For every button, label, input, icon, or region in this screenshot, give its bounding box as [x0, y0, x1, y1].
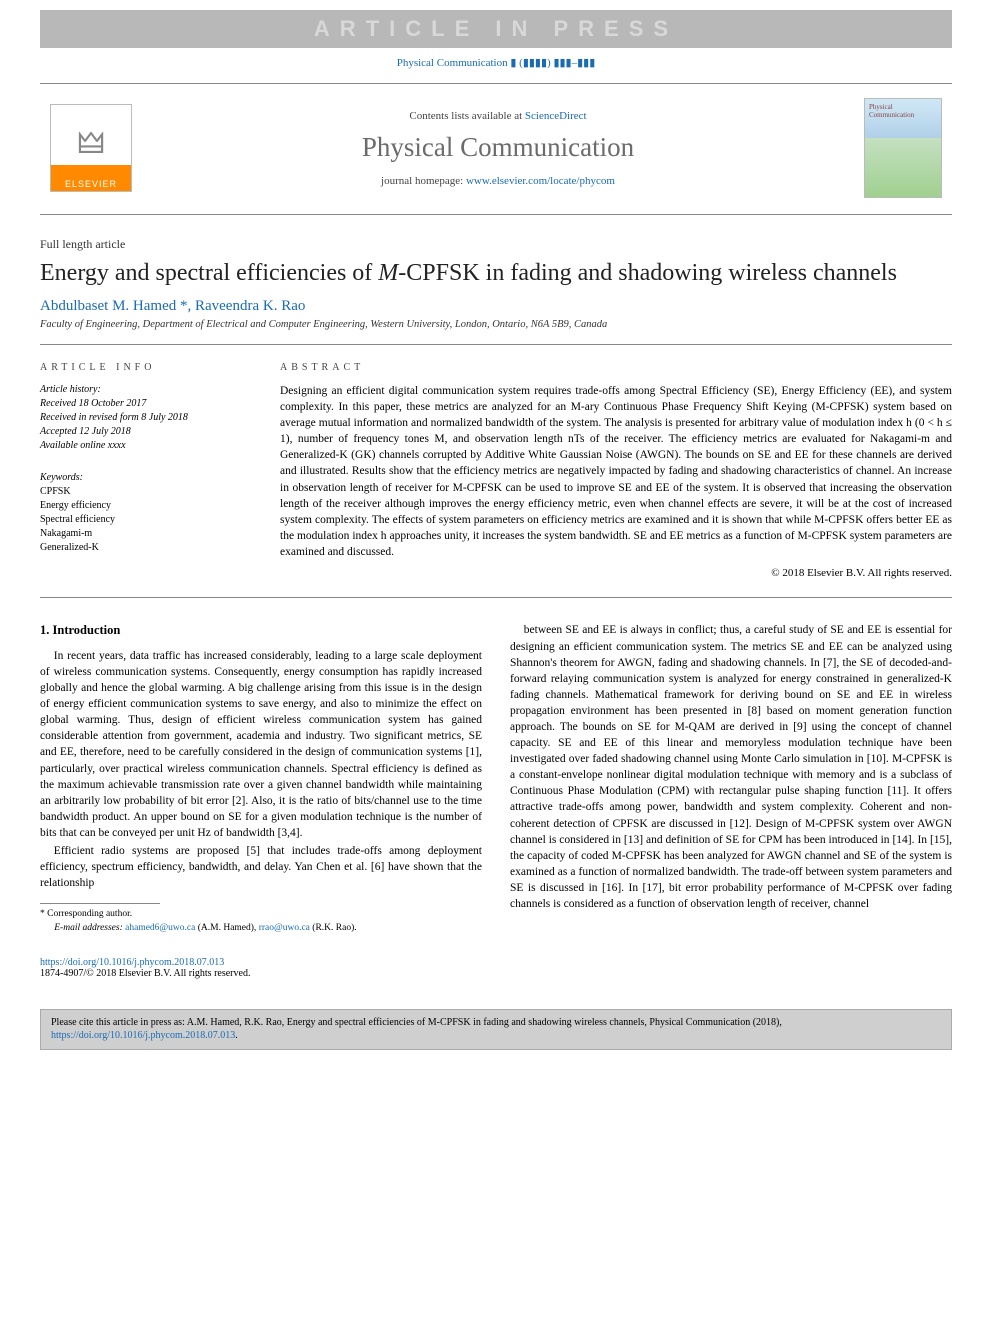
elsevier-logo: 🜲 ELSEVIER [50, 104, 132, 192]
corresponding-author: * Corresponding author. [40, 908, 482, 921]
keyword-2: Energy efficiency [40, 499, 240, 513]
accepted-date: Accepted 12 July 2018 [40, 425, 240, 439]
intro-p3: between SE and EE is always in conflict;… [510, 622, 952, 912]
author-separator: *, [176, 298, 195, 314]
history-block: Article history: Received 18 October 201… [40, 383, 240, 453]
abstract-body: Designing an efficient digital communica… [280, 383, 952, 560]
abstract-copyright: © 2018 Elsevier B.V. All rights reserved… [280, 566, 952, 581]
journal-name: Physical Communication [150, 132, 846, 163]
email-2-person: (R.K. Rao). [310, 923, 357, 933]
citation-box: Please cite this article in press as: A.… [40, 1009, 952, 1050]
keyword-5: Generalized-K [40, 541, 240, 555]
copyright-line: 1874-4907/© 2018 Elsevier B.V. All right… [40, 968, 952, 979]
keyword-4: Nakagami-m [40, 527, 240, 541]
contents-prefix: Contents lists available at [409, 110, 524, 122]
elsevier-tree-icon: 🜲 [77, 110, 104, 171]
keyword-3: Spectral efficiency [40, 513, 240, 527]
email-1-person: (A.M. Hamed), [195, 923, 258, 933]
homepage-prefix: journal homepage: [381, 175, 466, 187]
authors: Abdulbaset M. Hamed *, Raveendra K. Rao [40, 298, 952, 315]
intro-p1: In recent years, data traffic has increa… [40, 648, 482, 841]
citation-doi-link[interactable]: https://doi.org/10.1016/j.phycom.2018.07… [51, 1030, 235, 1041]
email-line: E-mail addresses: ahamed6@uwo.ca (A.M. H… [40, 922, 482, 935]
divider [40, 344, 952, 345]
author-2-link[interactable]: Raveendra K. Rao [195, 298, 305, 314]
keywords-label: Keywords: [40, 471, 240, 485]
keyword-1: CPFSK [40, 485, 240, 499]
email-2-link[interactable]: rrao@uwo.ca [259, 923, 310, 933]
contents-line: Contents lists available at ScienceDirec… [150, 110, 846, 122]
citation-prefix: Please cite this article in press as: A.… [51, 1017, 782, 1028]
online-date: Available online xxxx [40, 439, 240, 453]
footnote-rule [40, 903, 160, 904]
email-label: E-mail addresses: [54, 923, 125, 933]
homepage-link[interactable]: www.elsevier.com/locate/phycom [466, 175, 615, 187]
received-date: Received 18 October 2017 [40, 397, 240, 411]
journal-header: 🜲 ELSEVIER Contents lists available at S… [40, 83, 952, 215]
body-columns: 1. Introduction In recent years, data tr… [40, 622, 952, 935]
abstract: ABSTRACT Designing an efficient digital … [280, 361, 952, 581]
header-center: Contents lists available at ScienceDirec… [150, 110, 846, 187]
divider [40, 597, 952, 598]
intro-p2: Efficient radio systems are proposed [5]… [40, 843, 482, 891]
title-italic-M: M [378, 260, 398, 286]
article-title: Energy and spectral efficiencies of M-CP… [40, 258, 952, 288]
article-info: ARTICLE INFO Article history: Received 1… [40, 361, 240, 581]
doi-block: https://doi.org/10.1016/j.phycom.2018.07… [40, 957, 952, 979]
journal-reference: Physical Communication ▮ (▮▮▮▮) ▮▮▮–▮▮▮ [0, 56, 992, 69]
revised-date: Received in revised form 8 July 2018 [40, 411, 240, 425]
journal-cover-thumbnail: Physical Communication [864, 98, 942, 198]
doi-link[interactable]: https://doi.org/10.1016/j.phycom.2018.07… [40, 957, 224, 968]
history-label: Article history: [40, 383, 240, 397]
footnotes: * Corresponding author. E-mail addresses… [40, 908, 482, 935]
info-heading: ARTICLE INFO [40, 361, 240, 375]
abstract-heading: ABSTRACT [280, 361, 952, 375]
homepage-line: journal homepage: www.elsevier.com/locat… [150, 175, 846, 187]
section-1-heading: 1. Introduction [40, 622, 482, 640]
title-part2: -CPFSK in fading and shadowing wireless … [398, 260, 897, 286]
email-1-link[interactable]: ahamed6@uwo.ca [125, 923, 195, 933]
elsevier-label: ELSEVIER [51, 177, 131, 191]
article-type: Full length article [40, 237, 952, 252]
title-part1: Energy and spectral efficiencies of [40, 260, 378, 286]
sciencedirect-link[interactable]: ScienceDirect [525, 110, 587, 122]
author-1-link[interactable]: Abdulbaset M. Hamed [40, 298, 176, 314]
affiliation: Faculty of Engineering, Department of El… [40, 319, 952, 330]
citation-suffix: . [235, 1030, 238, 1041]
article-in-press-banner: ARTICLE IN PRESS [40, 10, 952, 48]
